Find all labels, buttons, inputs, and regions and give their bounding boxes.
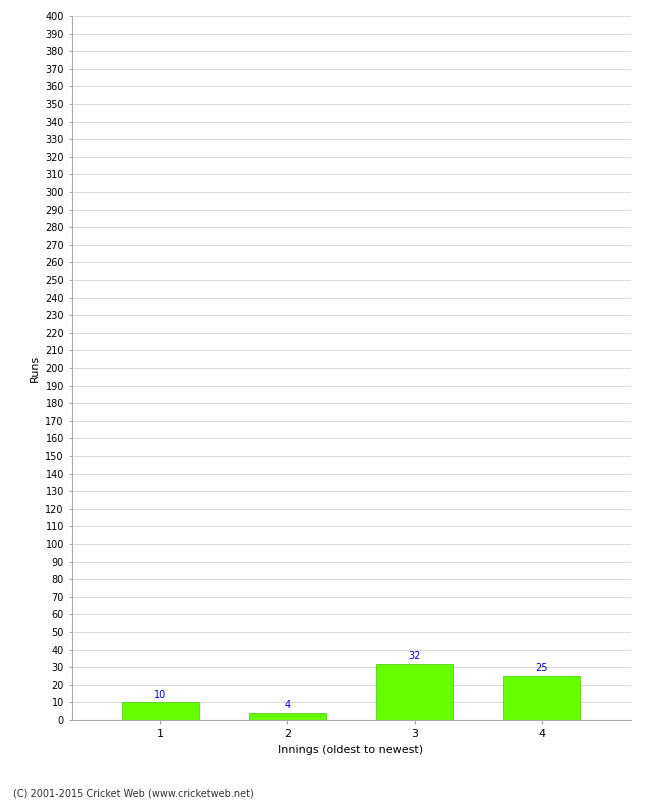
Text: 25: 25 xyxy=(536,663,548,674)
Text: 4: 4 xyxy=(285,700,291,710)
Text: (C) 2001-2015 Cricket Web (www.cricketweb.net): (C) 2001-2015 Cricket Web (www.cricketwe… xyxy=(13,788,254,798)
X-axis label: Innings (oldest to newest): Innings (oldest to newest) xyxy=(278,745,424,754)
Text: 32: 32 xyxy=(408,651,421,661)
Bar xyxy=(250,713,326,720)
Bar xyxy=(376,664,452,720)
Bar xyxy=(504,676,580,720)
Text: 10: 10 xyxy=(154,690,166,700)
Y-axis label: Runs: Runs xyxy=(30,354,40,382)
Bar xyxy=(122,702,198,720)
